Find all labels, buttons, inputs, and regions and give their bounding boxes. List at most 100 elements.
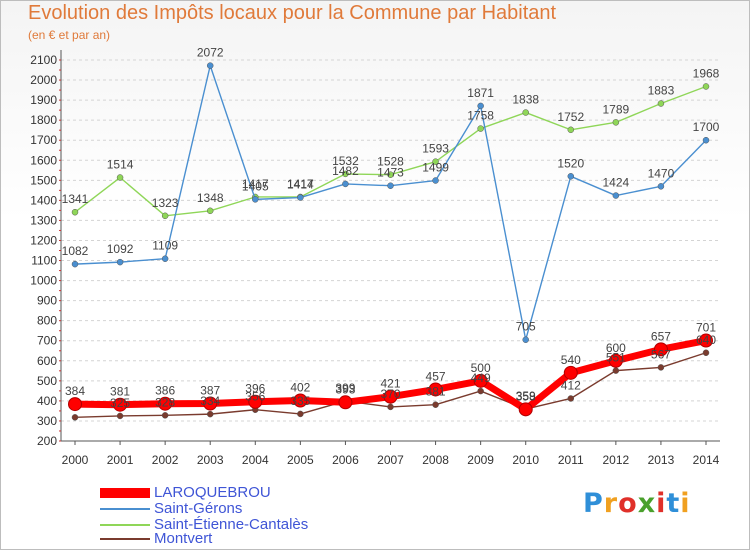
y-tick-label: 2100 [30,53,57,67]
y-tick-label: 900 [37,294,57,308]
data-label: 1499 [422,161,449,175]
data-point [522,109,529,116]
data-label: 449 [471,371,491,385]
x-tick-label: 2002 [152,453,179,467]
logo-letter: i [680,488,691,519]
data-point [477,125,484,132]
data-point [387,403,394,411]
legend-entry-laroquebrou[interactable]: LAROQUEBROU [100,484,271,501]
data-label: 1482 [332,164,359,178]
data-label: 1473 [377,166,404,180]
data-point [116,412,124,420]
data-label: 1082 [62,244,89,258]
legend-label-saint-gerons: Saint-Gérons [154,500,243,517]
data-point [387,171,394,178]
data-label: 328 [155,395,175,409]
y-tick-label: 1300 [30,213,57,227]
x-tick-label: 2003 [197,453,224,467]
x-tick-label: 2008 [422,453,449,467]
logo-letter: r [603,488,619,519]
data-label: 1341 [62,192,89,206]
data-label: 1520 [557,156,584,170]
data-label: 705 [516,320,536,334]
data-point [477,387,484,395]
chart-subtitle: (en € et par an) [28,28,111,42]
data-point [297,194,304,201]
x-tick-label: 2007 [377,453,404,467]
legend-entry-montvert[interactable]: Montvert [100,530,213,547]
data-point [702,349,710,357]
data-point [297,410,304,418]
y-tick-label: 800 [37,314,57,328]
data-point [248,394,263,409]
data-label: 381 [110,385,130,399]
legend-entry-saint-gerons[interactable]: Saint-Gérons [100,500,243,517]
data-label: 540 [561,353,581,367]
x-tick-label: 2013 [648,453,675,467]
logo-letter: o [618,488,638,519]
x-tick-label: 2005 [287,453,314,467]
proxiti-logo: Proxiti [583,488,691,519]
data-label: 1109 [152,239,178,253]
legend-label-laroquebrou: LAROQUEBROU [154,484,271,501]
data-label: 384 [65,384,85,398]
data-label: 1883 [648,84,675,98]
legend-entry-saint-etienne-cantales[interactable]: Saint-Étienne-Cantalès [100,517,308,532]
chart-title: Evolution des Impôts locaux pour la Comm… [28,2,557,24]
data-point [657,364,665,371]
data-label: 370 [380,387,400,401]
y-tick-label: 1400 [30,193,57,207]
legend-swatch-saint-etienne-cantales [100,524,150,526]
data-point [342,180,349,188]
data-point [206,62,214,69]
data-point [612,119,620,126]
data-point [702,83,710,90]
data-label: 1838 [512,93,539,107]
data-label: 1593 [422,142,449,156]
data-point [206,207,214,215]
data-label: 1532 [332,154,359,168]
data-label: 1700 [693,120,720,134]
y-tick-label: 1100 [31,254,57,268]
y-tick-label: 200 [37,434,57,448]
logo-letter: i [656,488,667,519]
data-point [567,395,575,402]
data-point [432,401,439,408]
data-label: 334 [200,394,220,408]
y-tick-label: 1600 [30,153,57,167]
x-tick-label: 2006 [332,453,359,467]
data-point [71,208,79,216]
data-label: 1414 [287,178,314,192]
legend-label-montvert: Montvert [154,530,213,547]
data-point [68,397,82,412]
data-label: 359 [516,389,536,403]
data-label: 701 [696,321,716,335]
data-point [612,192,620,199]
data-point [612,367,620,374]
y-tick-label: 1200 [30,233,57,247]
data-label: 396 [245,382,265,396]
x-tick-label: 2000 [62,453,89,467]
data-label: 457 [426,369,446,383]
data-label: 500 [471,361,491,375]
data-point [653,342,668,357]
data-point [158,396,173,411]
data-label: 402 [290,380,310,394]
data-point [522,336,529,343]
x-tick-label: 2011 [558,453,584,467]
data-label: 386 [155,384,175,398]
data-label: 1405 [242,179,269,193]
data-label: 1514 [107,158,134,172]
legend-swatch-laroquebrou [100,488,150,498]
data-label: 1323 [152,196,179,210]
y-tick-label: 400 [37,394,57,408]
y-tick-label: 700 [37,334,57,348]
data-label: 356 [245,390,265,404]
y-tick-label: 1500 [30,173,57,187]
data-label: 325 [110,396,130,410]
data-label: 358 [516,389,536,403]
y-tick-label: 600 [37,354,57,368]
data-point [342,170,349,178]
x-tick-label: 2001 [107,453,134,467]
